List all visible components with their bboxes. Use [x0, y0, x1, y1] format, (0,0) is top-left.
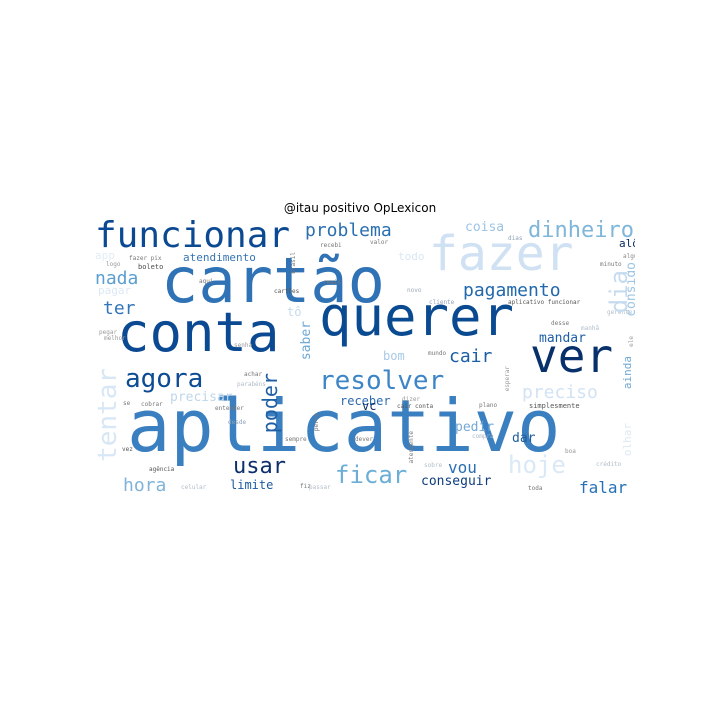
cloud-word: logo — [106, 261, 121, 268]
cloud-word: problema — [305, 220, 392, 241]
cloud-word: preciso — [522, 382, 598, 403]
cloud-word: agência — [149, 466, 175, 473]
cloud-word: achar — [244, 371, 263, 378]
cloud-word: pagamento — [463, 280, 561, 301]
cloud-word: funcionar — [95, 218, 291, 256]
cloud-word: senha — [234, 342, 253, 349]
cloud-word: atendente — [408, 431, 415, 464]
cloud-word: conseguir — [421, 474, 492, 489]
cloud-word: cair — [449, 346, 493, 367]
cloud-word: conta — [117, 301, 280, 364]
cloud-word: novo — [407, 287, 422, 294]
cloud-word: precisar — [170, 390, 233, 405]
cloud-word: saber — [299, 321, 314, 361]
cloud-word: cliente — [429, 299, 455, 306]
cloud-word: app — [95, 249, 115, 262]
cloud-word: gerente — [607, 309, 633, 316]
cloud-word: boa — [565, 448, 576, 455]
cloud-word: desde — [228, 419, 247, 426]
cloud-word: ter — [103, 298, 136, 319]
cloud-word: desse — [551, 320, 570, 327]
cloud-word: dar — [512, 431, 536, 446]
cloud-word: dizer — [402, 396, 421, 403]
cloud-word: boleto — [138, 263, 164, 271]
cloud-word: atendimento — [183, 251, 256, 264]
cloud-word: entender — [215, 405, 244, 412]
cloud-word: melhor — [104, 335, 126, 342]
cloud-word: se — [123, 400, 131, 407]
cloud-word: vou — [448, 458, 477, 477]
cloud-word: ele — [628, 336, 635, 347]
cloud-word: recebi — [320, 242, 342, 249]
cloud-word: dinheiro — [528, 218, 634, 243]
cloud-word: mandar — [539, 331, 586, 346]
cloud-word: simplesmente — [529, 402, 580, 410]
cloud-word: hoje — [508, 451, 566, 479]
cloud-word: plano — [479, 402, 498, 409]
cloud-word: nada — [95, 268, 139, 289]
cloud-word: agora — [125, 364, 204, 394]
cloud-word: celular — [181, 484, 207, 491]
cloud-word: manhã — [581, 325, 600, 332]
cloud-word: esperar — [504, 366, 511, 392]
cloud-word: crédito — [596, 461, 622, 468]
cloud-word: pedir — [455, 420, 495, 435]
cloud-word: limite — [230, 478, 274, 492]
cloud-word: hora — [123, 475, 167, 496]
cloud-word: usar — [233, 454, 286, 479]
cloud-word: querer — [319, 285, 515, 348]
cloud-word: fazer pix — [129, 255, 162, 262]
cloud-word: cartões — [274, 288, 300, 295]
cloud-word: alô — [619, 237, 635, 250]
cloud-word: aplicativo funcionar — [508, 299, 581, 306]
cloud-word: brasil — [290, 252, 297, 274]
cloud-word: reais — [323, 279, 342, 286]
cloud-word: bom — [383, 349, 405, 363]
cloud-word: receber — [340, 394, 391, 408]
cloud-word: vc — [362, 399, 377, 413]
cloud-word: pagar — [98, 284, 132, 297]
cloud-word: dever — [355, 436, 374, 443]
cloud-word: ainda — [621, 356, 634, 390]
cloud-word: cartão — [161, 244, 385, 317]
cloud-title: @itau positivo OpLexicon — [283, 201, 437, 215]
cloud-word: minuto — [600, 261, 622, 268]
cloud-word: compra — [472, 433, 494, 440]
cloud-word: vez — [122, 446, 133, 453]
cloud-word: pegar — [99, 329, 118, 336]
cloud-word: sempre — [285, 436, 307, 443]
cloud-word: dia — [605, 270, 633, 314]
cloud-word: fiz — [300, 483, 311, 490]
cloud-word: parabéns — [237, 381, 266, 388]
cloud-word: toda — [528, 485, 543, 492]
cloud-word: sobre — [424, 462, 443, 469]
word-cloud: aplicativo cartão conta querer fazer ver funci… — [95, 218, 635, 498]
cloud-word: olhar — [621, 423, 634, 457]
cloud-word: passar — [309, 484, 331, 491]
cloud-word: tô — [287, 305, 302, 319]
cloud-word: dias — [508, 235, 523, 242]
cloud-word: cobrar — [141, 401, 163, 408]
cloud-word: poder — [258, 373, 282, 434]
cloud-word: mundo — [428, 350, 447, 357]
cloud-word: aplicativo — [127, 384, 561, 468]
cloud-word: falar — [579, 478, 628, 497]
cloud-word: aqui — [199, 278, 214, 285]
cloud-word: todo — [398, 250, 425, 263]
cloud-word: perra — [313, 413, 320, 432]
cloud-word: tentar — [95, 368, 123, 462]
cloud-word: coisa — [465, 220, 505, 235]
cloud-word: ficar — [335, 461, 408, 489]
cloud-word: algum — [623, 253, 635, 260]
cloud-word: valor — [370, 239, 389, 246]
cloud-word: fazer — [429, 226, 574, 282]
cloud-word: cair conta — [397, 403, 434, 410]
cloud-word: resolver — [319, 366, 445, 396]
cloud-word: ver — [530, 329, 614, 383]
